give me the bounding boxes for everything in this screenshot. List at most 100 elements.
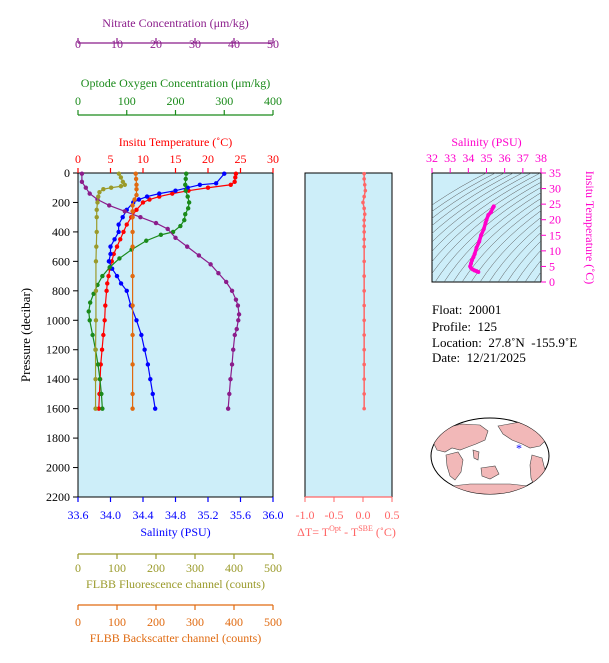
temperature-point [103, 303, 108, 308]
ts-point [469, 258, 474, 263]
salinity-point [112, 237, 117, 242]
ts-temperature-tick-label: 20 [549, 213, 561, 227]
backscatter-point [133, 176, 139, 182]
fluorescence-axis-label: FLBB Fluorescence channel (counts) [86, 577, 265, 591]
fluorescence-tick-label: 200 [147, 561, 165, 575]
fluorescence-point [94, 207, 99, 213]
fluorescence-point [96, 194, 101, 199]
ts-point [490, 205, 495, 210]
delta-t-point [362, 274, 366, 278]
nitrate-point [79, 171, 85, 176]
delta-t-minus: - T [341, 525, 359, 539]
delta-t-point [362, 171, 366, 176]
fluorescence-point [94, 214, 99, 220]
pressure-tick-label: 600 [52, 254, 70, 268]
salinity-point [108, 251, 113, 257]
fluorescence-axis: 0 100 200 300 400 500 FLBB Fluorescence channe… [75, 553, 282, 591]
temperature-point [104, 288, 109, 294]
ts-temperature-tick-label: 30 [549, 182, 561, 196]
backscatter-tick-label: 0 [75, 615, 81, 629]
nitrate-axis-label: Nitrate Concentration (μm/kg) [102, 16, 248, 30]
delta-t-point [362, 212, 367, 217]
fluorescence-point [93, 259, 99, 264]
oxygen-point [91, 291, 96, 296]
fluorescence-point [93, 376, 98, 382]
ts-isopycnal [432, 173, 532, 243]
ts-point [469, 261, 474, 266]
fluorescence-point [93, 288, 99, 294]
delta-t-point [362, 377, 366, 381]
nitrate-tick-label: 30 [189, 37, 201, 51]
ts-isopycnal [443, 192, 541, 282]
ts-point [472, 251, 477, 256]
oxygen-axis: 0 100 200 300 400 Optode Oxygen Concentration… [75, 76, 282, 116]
delta-t-point [362, 206, 366, 211]
temperature-point [96, 406, 102, 411]
salinity-point [150, 391, 155, 397]
nitrate-point [122, 209, 128, 214]
backscatter-tick-label: 200 [147, 615, 165, 629]
delta-t-point [362, 333, 366, 337]
delta-t-point [362, 362, 366, 367]
oxygen-tick-label: 200 [167, 94, 185, 108]
oxygen-point [183, 176, 188, 182]
nitrate-tick-label: 50 [267, 37, 279, 51]
delta-t-tick-label: -1.0 [296, 508, 315, 522]
ts-temperature-tick-label: 35 [549, 166, 561, 180]
nitrate-point [208, 262, 213, 267]
nitrate-point [185, 244, 190, 249]
nitrate-point [224, 279, 229, 285]
backscatter-point [130, 406, 135, 411]
nitrate-point [216, 270, 221, 276]
fluorescence-point [94, 244, 99, 249]
backscatter-point [134, 182, 139, 187]
nitrate-tick-label: 10 [111, 37, 123, 51]
nitrate-point [228, 376, 233, 382]
nitrate-point [232, 332, 237, 338]
temperature-axis-label: Insitu Temperature (˚C) [119, 135, 233, 149]
oxygen-point [117, 256, 122, 261]
temperature-axis: 0 5 10 15 20 25 30 Insitu Temperature (˚C) [75, 135, 279, 173]
temperature-tick-label: 0 [75, 152, 81, 166]
nitrate-point [233, 297, 239, 302]
salinity-point [116, 229, 121, 235]
pressure-tick-label: 1400 [46, 372, 70, 386]
backscatter-point [133, 171, 138, 176]
salinity-point [106, 259, 112, 264]
salinity-axis: 33.6 34.0 34.4 34.8 35.2 35.6 36.0 Salinity (PS… [68, 497, 284, 539]
salinity-axis-label: Salinity (PSU) [140, 525, 210, 539]
fluorescence-point [116, 171, 122, 176]
nitrate-series [79, 171, 242, 411]
salinity-point [124, 288, 129, 294]
oxygen-point [185, 194, 190, 199]
oxygen-axis-label: Optode Oxygen Concentration (μm/kg) [81, 76, 270, 90]
ts-point [489, 209, 494, 214]
temperature-point [102, 318, 107, 323]
map-land-africa [445, 451, 464, 481]
pressure-tick-label: 1800 [46, 431, 70, 445]
delta-t-tick-label: -0.5 [325, 508, 344, 522]
fluorescence-point [118, 175, 124, 180]
backscatter-point [130, 273, 135, 279]
oxygen-point [183, 212, 188, 217]
ts-temperature-tick-label: 5 [549, 259, 555, 273]
oxygen-point [186, 200, 192, 205]
ts-salinity-tick-label: 34 [462, 151, 474, 165]
nitrate-point [236, 318, 241, 323]
ts-point [477, 239, 482, 244]
salinity-point [108, 244, 113, 249]
float-location-marker: * [516, 441, 522, 455]
oxygen-point [183, 188, 188, 193]
backscatter-point [130, 332, 135, 338]
world-map: * [430, 417, 550, 495]
salinity-point [173, 188, 178, 193]
delta-t-unit: (˚C) [373, 525, 396, 539]
ts-isopycnal [533, 271, 541, 282]
fluorescence-series [93, 171, 128, 411]
salinity-point [213, 181, 219, 186]
backscatter-tick-label: 100 [108, 615, 126, 629]
fluorescence-point [94, 229, 99, 235]
salinity-point [145, 362, 151, 367]
